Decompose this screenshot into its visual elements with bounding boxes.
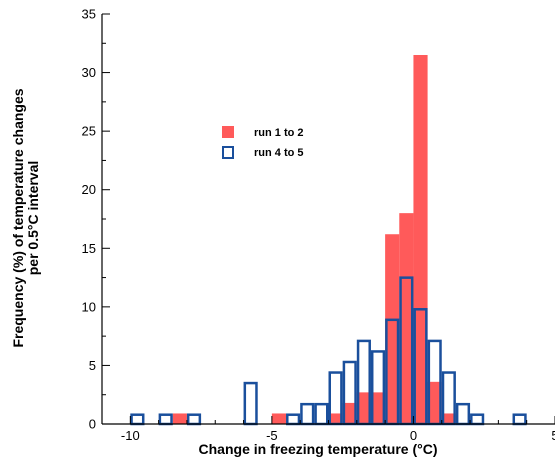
y-tick-label: 25 xyxy=(82,124,96,139)
bar-run-1-to-2 xyxy=(328,413,343,424)
x-tick-label: -10 xyxy=(121,428,140,443)
legend-label: run 1 to 2 xyxy=(254,127,304,139)
y-tick-label: 5 xyxy=(89,358,96,373)
x-tick-label: 0 xyxy=(410,428,417,443)
bar-run-4-to-5 xyxy=(455,402,471,426)
bar-run-4-to-5 xyxy=(286,413,301,426)
legend-swatch-run-1-to-2 xyxy=(222,126,234,138)
bar-run-4-to-5 xyxy=(300,402,315,426)
bar-run-4-to-5 xyxy=(158,413,173,426)
bar-run-1-to-2 xyxy=(413,55,428,424)
bars-layer xyxy=(130,55,527,426)
legend-label: run 4 to 5 xyxy=(254,147,304,159)
bar-run-1-to-2 xyxy=(370,392,386,424)
legend-swatch-run-4-to-5 xyxy=(222,146,234,159)
bar-run-4-to-5 xyxy=(130,413,145,426)
y-axis-title-line2: per 0.5°C interval xyxy=(25,161,41,276)
bar-run-4-to-5 xyxy=(470,413,485,426)
y-tick-label: 20 xyxy=(82,182,96,197)
y-tick-label: 0 xyxy=(89,417,96,432)
legend: run 1 to 2 run 4 to 5 xyxy=(222,126,304,159)
bar-run-4-to-5 xyxy=(314,402,329,426)
y-tick-label: 15 xyxy=(82,241,96,256)
x-axis-title: Change in freezing temperature (°C) xyxy=(199,441,438,457)
bar-run-1-to-2 xyxy=(441,413,456,424)
bar-run-1-to-2 xyxy=(356,392,371,424)
bar-run-4-to-5 xyxy=(512,413,527,426)
bar-run-1-to-2 xyxy=(427,381,442,424)
y-axis-title-line1: Frequency (%) of temperature changes xyxy=(10,88,26,347)
y-tick-label: 30 xyxy=(82,65,96,80)
bar-run-4-to-5 xyxy=(186,413,202,426)
bar-run-4-to-5 xyxy=(243,381,258,426)
bar-run-1-to-2 xyxy=(342,402,357,424)
bar-run-1-to-2 xyxy=(385,234,400,424)
y-tick-label: 10 xyxy=(82,299,96,314)
bar-run-1-to-2 xyxy=(172,413,187,424)
y-tick-label: 35 xyxy=(82,7,96,22)
axes-layer: 0 5 10 15 20 25 30 35 -10 -5 0 5 xyxy=(82,7,555,443)
x-tick-label: 5 xyxy=(551,428,555,443)
bar-run-1-to-2 xyxy=(271,413,287,424)
bar-run-1-to-2 xyxy=(399,213,414,424)
x-tick-label: -5 xyxy=(266,428,278,443)
